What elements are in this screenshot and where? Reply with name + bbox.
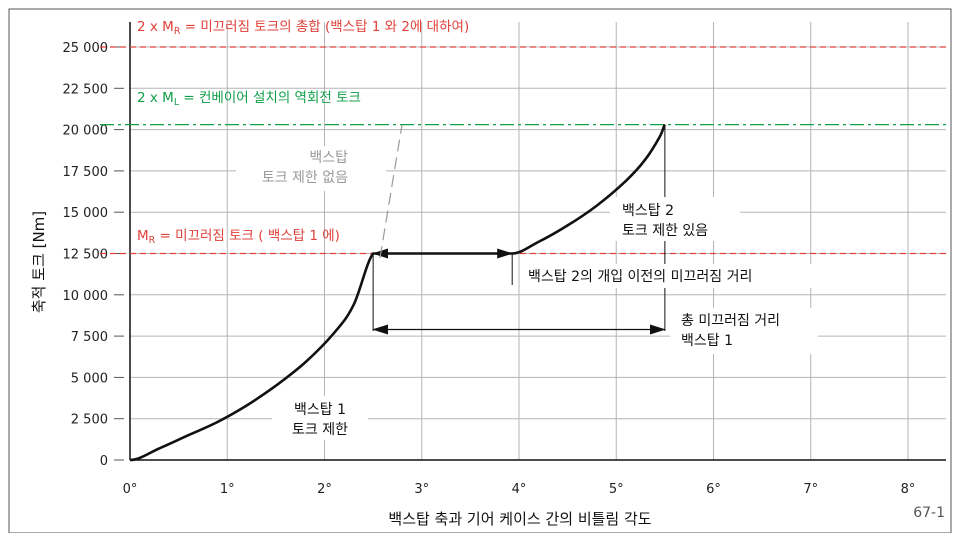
annotation-bg <box>610 197 740 241</box>
annotation-backstop2: 백스탑 2 토크 제한 있음 <box>622 203 708 239</box>
annotation-slip-total: 총 미끄러짐 거리 백스탑 1 <box>681 313 780 349</box>
reference-line-label: MR = 미끄러짐 토크 ( 백스탑 1 에) <box>137 228 340 246</box>
x-tick-label: 3° <box>414 482 429 497</box>
data-series <box>129 123 666 462</box>
y-tick-label: 17 500 <box>63 165 109 180</box>
torque-curve <box>129 123 666 462</box>
reference-line-label: 2 x ML = 컨베이어 설치의 역회전 토크 <box>137 90 361 108</box>
chart-frame <box>8 8 952 533</box>
y-tick-label: 25 000 <box>63 41 109 56</box>
annotation-backstop-no-limit: 백스탑 토크 제한 없음 <box>262 150 348 186</box>
x-axis-label: 백스탑 축과 기어 케이스 간의 비틀림 각도 <box>388 510 651 528</box>
annotation-bg <box>236 146 386 191</box>
figure-number: 67-1 <box>913 505 945 521</box>
annotation-bg <box>272 396 368 440</box>
annotation-slip-before: 백스탑 2의 개입 이전의 미끄러짐 거리 <box>528 269 752 285</box>
y-tick-label: 10 000 <box>63 289 109 304</box>
x-tick-label: 2° <box>317 482 332 497</box>
x-tick-label: 5° <box>609 482 624 497</box>
reference-line-label: 2 x MR = 미끄러짐 토크의 총합 (백스탑 1 와 2에 대하여) <box>137 19 469 37</box>
y-tick-label: 15 000 <box>63 206 109 221</box>
x-tick-label: 0° <box>123 482 138 497</box>
annotation-bg <box>670 308 818 354</box>
annotation-bg <box>522 264 826 288</box>
y-tick-label: 2 500 <box>71 413 108 428</box>
reference-lines: 2 x MR = 미끄러짐 토크의 총합 (백스탑 1 와 2에 대하여) 2 x… <box>100 19 946 255</box>
x-tick-label: 4° <box>512 482 527 497</box>
y-tick-label: 22 500 <box>63 82 109 97</box>
tick-labels: 0 2 500 5 000 7 500 10 000 12 500 15 000 17 500… <box>63 41 916 497</box>
x-tick-label: 7° <box>803 482 818 497</box>
annotation-backstop1: 백스탑 1 토크 제한 <box>292 402 348 438</box>
y-axis-label: 축적 토크 [Nm] <box>30 211 48 313</box>
y-tick-label: 5 000 <box>71 371 108 386</box>
x-tick-label: 1° <box>220 482 235 497</box>
x-tick-label: 6° <box>706 482 721 497</box>
no-limit-pointer <box>379 124 403 259</box>
y-tick-label: 0 <box>100 454 108 469</box>
x-tick-label: 8° <box>901 482 916 497</box>
y-tick-label: 12 500 <box>63 248 109 263</box>
y-tick-label: 7 500 <box>71 330 108 345</box>
y-tick-label: 20 000 <box>63 124 109 139</box>
